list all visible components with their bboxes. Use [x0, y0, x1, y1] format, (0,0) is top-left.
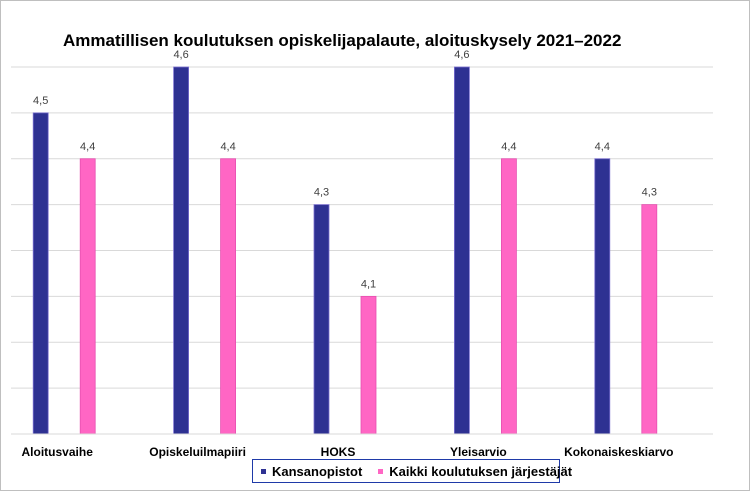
bar-2: [500, 158, 517, 435]
legend-item-series-1: Kansanopistot: [261, 464, 362, 479]
legend-swatch-series-2: [378, 468, 384, 474]
bar-1: [32, 112, 49, 435]
bar-1: [173, 66, 190, 435]
legend-swatch-series-1: [261, 468, 266, 474]
bar-1: [594, 158, 611, 435]
bar-2: [641, 204, 658, 435]
data-label-1: 4,6: [173, 49, 188, 61]
category-label: Aloitusvaihe: [22, 445, 94, 459]
legend-item-series-2: Kaikki koulutuksen järjestäjät: [378, 464, 572, 479]
legend-label-series-2: Kaikki koulutuksen järjestäjät: [389, 463, 573, 479]
legend: Kansanopistot Kaikki koulutuksen järjest…: [252, 459, 572, 483]
chart-title: Ammatillisen koulutuksen opiskelijapalau…: [63, 31, 622, 50]
data-label-2: 4,1: [361, 278, 376, 290]
bar-1: [313, 204, 330, 435]
bar-1: [453, 66, 470, 435]
data-label-1: 4,4: [595, 141, 610, 153]
category-label: Kokonaiskeskiarvo: [564, 445, 673, 459]
category-label: HOKS: [321, 445, 356, 459]
bar-2: [360, 295, 377, 435]
data-label-2: 4,3: [642, 187, 657, 199]
data-label-2: 4,4: [501, 141, 516, 153]
data-label-2: 4,4: [220, 141, 235, 153]
bar-2: [220, 158, 237, 435]
bar-2: [79, 158, 96, 435]
data-label-1: 4,6: [454, 49, 469, 61]
category-label: Yleisarvio: [450, 445, 507, 459]
data-label-1: 4,3: [314, 187, 329, 199]
data-label-2: 4,4: [80, 141, 95, 153]
category-label: Opiskeluilmapiiri: [149, 445, 246, 459]
legend-label-series-1: Kansanopistot: [272, 463, 363, 479]
data-label-1: 4,5: [33, 95, 48, 107]
